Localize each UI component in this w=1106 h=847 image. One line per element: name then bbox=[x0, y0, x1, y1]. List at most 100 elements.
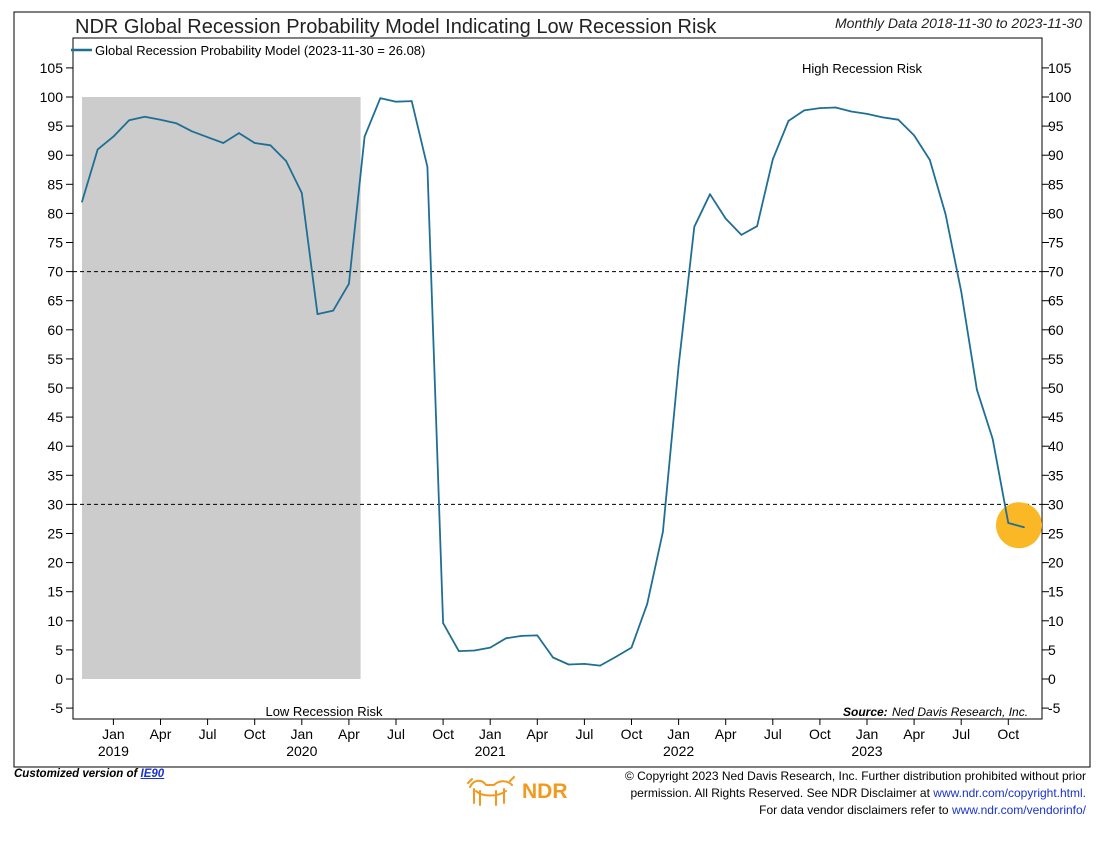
bull-bear-icon bbox=[467, 776, 515, 806]
y-tick-label: 15 bbox=[47, 584, 63, 600]
data-point bbox=[693, 225, 696, 228]
y-tick-label: 45 bbox=[1048, 409, 1064, 425]
data-point bbox=[1023, 526, 1025, 529]
data-point bbox=[269, 144, 272, 147]
data-point bbox=[442, 622, 444, 624]
data-point bbox=[662, 530, 664, 533]
data-point bbox=[881, 116, 884, 119]
x-year-label: 2020 bbox=[286, 743, 317, 759]
data-point bbox=[724, 217, 727, 220]
x-tick-label: Oct bbox=[809, 726, 831, 742]
y-tick-label: 45 bbox=[47, 409, 63, 425]
y-tick-label: 50 bbox=[47, 380, 63, 396]
data-point bbox=[505, 637, 507, 640]
data-point bbox=[819, 107, 821, 109]
x-tick-label: Apr bbox=[526, 726, 548, 742]
data-point bbox=[991, 437, 994, 440]
y-tick-label: 5 bbox=[1048, 642, 1056, 658]
data-point bbox=[929, 159, 931, 161]
data-point bbox=[677, 365, 680, 367]
data-point bbox=[159, 118, 162, 121]
y-tick-label: 95 bbox=[47, 118, 63, 134]
ie90-link[interactable]: IE90 bbox=[140, 768, 165, 780]
data-point bbox=[191, 130, 193, 133]
chart: NDR Global Recession Probability Model I… bbox=[13, 11, 1091, 768]
outer-frame bbox=[13, 11, 1091, 768]
x-axis: Jan Apr Jul Oct Jan Apr Jul Oct Jan Apr Jul Oct Jan A… bbox=[98, 719, 1019, 759]
x-tick-label: Jul bbox=[575, 726, 593, 742]
y-axis-left: 1051009590858075706560555045403530252015… bbox=[40, 60, 73, 716]
high-risk-annotation: High Recession Risk bbox=[802, 61, 922, 76]
data-point bbox=[944, 213, 947, 215]
data-point bbox=[787, 120, 790, 122]
data-point bbox=[803, 109, 805, 112]
x-tick-label: Jul bbox=[199, 726, 217, 742]
y-tick-label: 55 bbox=[1048, 351, 1064, 367]
y-tick-label: 50 bbox=[1048, 380, 1064, 396]
x-tick-label: Jul bbox=[952, 726, 970, 742]
data-point bbox=[175, 122, 177, 124]
data-point bbox=[976, 388, 978, 391]
data-point bbox=[960, 290, 962, 293]
copyright-line-3: For data vendor disclaimers refer to www… bbox=[625, 802, 1086, 819]
data-point bbox=[866, 113, 868, 115]
logo-text: NDR bbox=[522, 780, 568, 803]
y-tick-label: 100 bbox=[1048, 89, 1072, 105]
data-point bbox=[473, 649, 476, 652]
y-tick-label: 75 bbox=[1048, 235, 1064, 251]
y-tick-label: 65 bbox=[1048, 293, 1064, 309]
data-point bbox=[238, 132, 240, 134]
data-point bbox=[583, 663, 586, 665]
y-axis-right: 1051009590858075706560555045403530252015… bbox=[1042, 60, 1072, 716]
copyright-link[interactable]: www.ndr.com/copyright.html. bbox=[933, 786, 1086, 800]
copyright-block: © Copyright 2023 Ned Davis Research, Inc… bbox=[625, 768, 1086, 819]
data-point bbox=[709, 193, 711, 195]
y-tick-label: 90 bbox=[1048, 147, 1064, 163]
data-point bbox=[740, 234, 743, 236]
y-tick-label: 65 bbox=[47, 293, 63, 309]
copyright-line-1: © Copyright 2023 Ned Davis Research, Inc… bbox=[624, 769, 1086, 783]
y-tick-label: 55 bbox=[47, 351, 63, 367]
data-point bbox=[458, 650, 460, 652]
series-group bbox=[81, 97, 1025, 667]
y-tick-label: 25 bbox=[1048, 526, 1064, 542]
reference-lines bbox=[73, 271, 1042, 505]
chart-title: NDR Global Recession Probability Model I… bbox=[75, 16, 717, 38]
x-tick-label: Jan bbox=[479, 726, 502, 742]
y-tick-label: 60 bbox=[1048, 322, 1064, 338]
data-point bbox=[615, 656, 617, 658]
data-point bbox=[646, 603, 648, 605]
data-point bbox=[489, 646, 492, 649]
data-point bbox=[379, 97, 382, 99]
x-tick-label: Jul bbox=[764, 726, 782, 742]
data-point bbox=[567, 663, 570, 666]
y-tick-label: 80 bbox=[1048, 205, 1064, 221]
customized-prefix: Customized version of bbox=[14, 768, 138, 780]
y-tick-label: 15 bbox=[1048, 584, 1064, 600]
x-tick-label: Oct bbox=[244, 726, 266, 742]
x-tick-label: Apr bbox=[150, 726, 172, 742]
data-point bbox=[285, 160, 287, 162]
y-tick-label: 100 bbox=[40, 89, 64, 105]
legend-label: Global Recession Probability Model (2023… bbox=[95, 43, 425, 58]
data-point bbox=[913, 134, 915, 137]
y-tick-label: 10 bbox=[1048, 613, 1064, 629]
y-tick-label: 105 bbox=[1048, 60, 1072, 76]
source-label: Source: bbox=[843, 705, 888, 719]
y-tick-label: 60 bbox=[47, 322, 63, 338]
data-point bbox=[1007, 522, 1010, 524]
x-tick-label: Jul bbox=[387, 726, 405, 742]
data-point bbox=[756, 225, 758, 228]
ndr-logo: NDR bbox=[466, 773, 568, 811]
customized-note: Customized version of IE90 bbox=[14, 768, 164, 780]
vendorinfo-link[interactable]: www.ndr.com/vendorinfo/ bbox=[951, 803, 1086, 817]
data-point bbox=[426, 166, 429, 168]
data-point bbox=[316, 313, 319, 315]
data-point bbox=[144, 115, 146, 118]
shaded-recession-period bbox=[82, 97, 361, 679]
y-tick-label: 35 bbox=[1048, 467, 1064, 483]
data-point bbox=[897, 118, 900, 121]
data-point bbox=[81, 200, 83, 203]
y-tick-label: 40 bbox=[1048, 438, 1064, 454]
y-tick-label: 70 bbox=[47, 264, 63, 280]
